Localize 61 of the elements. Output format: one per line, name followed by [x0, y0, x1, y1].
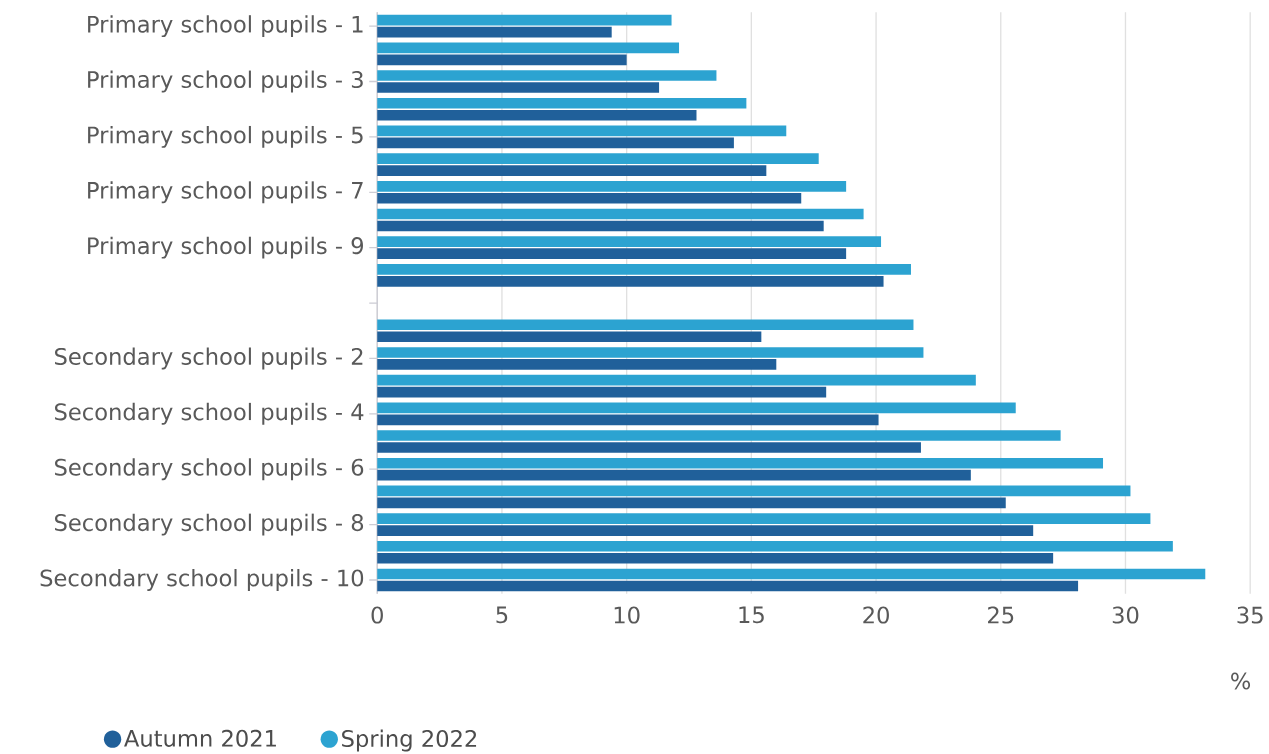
bar	[377, 220, 824, 232]
bar	[377, 331, 762, 342]
bar	[377, 402, 1016, 413]
bar	[377, 580, 1079, 592]
bar	[377, 552, 1054, 564]
y-tick-label: Primary school pupils - 7	[88, 181, 363, 203]
bar	[377, 319, 914, 330]
x-tick-label: 20	[863, 606, 889, 624]
bar	[377, 525, 1034, 536]
y-tick-label: Primary school pupils - 5	[88, 125, 363, 148]
y-tick-label: Primary school pupils - 3	[88, 70, 363, 93]
bar	[377, 346, 924, 358]
bar	[377, 192, 802, 204]
bar	[377, 137, 734, 148]
bar	[377, 97, 747, 109]
legend-label: Spring 2022	[342, 729, 477, 752]
bar	[377, 153, 819, 164]
x-tick-label: 15	[739, 606, 764, 624]
y-tick-label: Primary school pupils - 1	[88, 14, 363, 37]
bar	[377, 165, 767, 176]
x-tick-label: 25	[988, 606, 1014, 624]
bar	[377, 513, 1151, 524]
legend-label: Autumn 2021	[124, 729, 276, 747]
bar	[377, 26, 612, 38]
x-tick-label: 0	[371, 606, 383, 624]
y-tick-label: Secondary school pupils - 10	[40, 568, 364, 591]
x-tick-label: 30	[1112, 606, 1139, 624]
y-tick-label: Secondary school pupils - 4	[54, 402, 364, 425]
bar	[377, 374, 976, 386]
y-tick-label: Secondary school pupils - 6	[54, 458, 364, 480]
bar	[377, 14, 672, 26]
x-tick-label: 10	[614, 606, 640, 624]
bar	[377, 540, 1173, 552]
y-tick-label: Primary school pupils - 9	[88, 236, 363, 259]
bar	[377, 485, 1131, 496]
bar	[377, 457, 1104, 469]
x-axis-title: %	[1231, 672, 1251, 690]
bar	[377, 386, 827, 398]
bar	[377, 568, 1206, 580]
bar	[377, 69, 717, 81]
bar	[377, 275, 884, 287]
bar	[377, 358, 777, 370]
bar	[377, 441, 921, 453]
bar	[377, 263, 911, 275]
bar	[377, 81, 660, 93]
x-tick-label: 5	[496, 606, 508, 624]
y-tick-label: Secondary school pupils - 2	[54, 347, 363, 370]
bar	[377, 497, 1006, 508]
bar	[377, 236, 882, 247]
x-tick-label: 35	[1237, 606, 1263, 624]
bar	[377, 208, 864, 220]
bar	[377, 125, 787, 137]
bar	[377, 180, 847, 192]
bar	[377, 42, 680, 53]
bar	[377, 469, 971, 481]
bar	[377, 248, 847, 259]
bar	[377, 109, 697, 121]
y-tick-label: Secondary school pupils - 8	[54, 513, 364, 536]
bar	[377, 54, 627, 65]
bar	[377, 429, 1061, 441]
bar	[377, 414, 879, 425]
